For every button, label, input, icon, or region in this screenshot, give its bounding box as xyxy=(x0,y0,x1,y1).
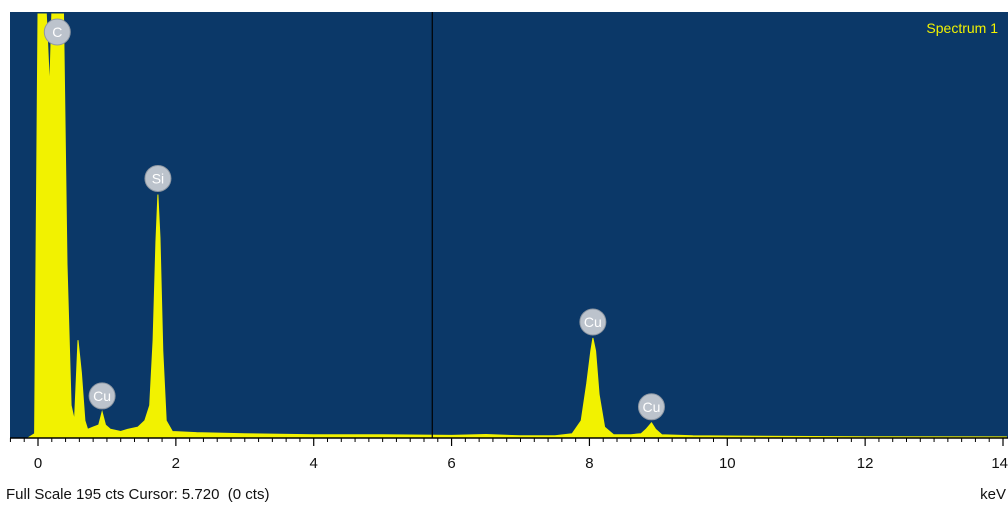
x-tick-label: 8 xyxy=(585,455,593,472)
plot-area xyxy=(10,12,1008,438)
peak-label: Si xyxy=(152,170,164,186)
peak-marker-circle xyxy=(144,164,172,192)
peak-marker-cu: Cu xyxy=(637,393,665,421)
x-tick-label: 12 xyxy=(857,455,874,472)
peak-label: Cu xyxy=(584,314,602,330)
spectrum-trace xyxy=(25,13,1007,439)
series-label: Spectrum 1 xyxy=(926,20,998,36)
x-tick-label: 10 xyxy=(719,455,736,472)
x-tick-label: 14 xyxy=(991,455,1008,472)
x-axis-tick-labels: 0 2 4 6 8 10 12 14 xyxy=(34,455,1008,472)
x-tick-label: 2 xyxy=(172,455,180,472)
peak-marker-cu: Cu xyxy=(88,382,116,410)
status-readout: Full Scale 195 cts Cursor: 5.720 (0 cts) xyxy=(6,486,270,503)
x-axis-major-ticks xyxy=(37,438,1004,446)
peak-label: Cu xyxy=(643,399,661,415)
peak-label: C xyxy=(52,24,62,40)
x-tick-label: 0 xyxy=(34,455,42,472)
peak-marker-circle xyxy=(88,382,116,410)
x-axis-unit-label: keV xyxy=(980,486,1006,503)
peak-marker-si: Si xyxy=(144,164,172,192)
peak-marker-cu: Cu xyxy=(579,308,607,336)
peak-marker-circle xyxy=(579,308,607,336)
peak-label: Cu xyxy=(93,388,111,404)
peak-marker-c: C xyxy=(43,18,71,46)
x-tick-label: 4 xyxy=(310,455,318,472)
x-tick-label: 6 xyxy=(447,455,455,472)
x-axis-minor-ticks xyxy=(9,438,990,442)
peak-marker-circle xyxy=(43,18,71,46)
peak-markers: C Cu Si Cu Cu xyxy=(43,18,665,421)
peak-marker-circle xyxy=(637,393,665,421)
